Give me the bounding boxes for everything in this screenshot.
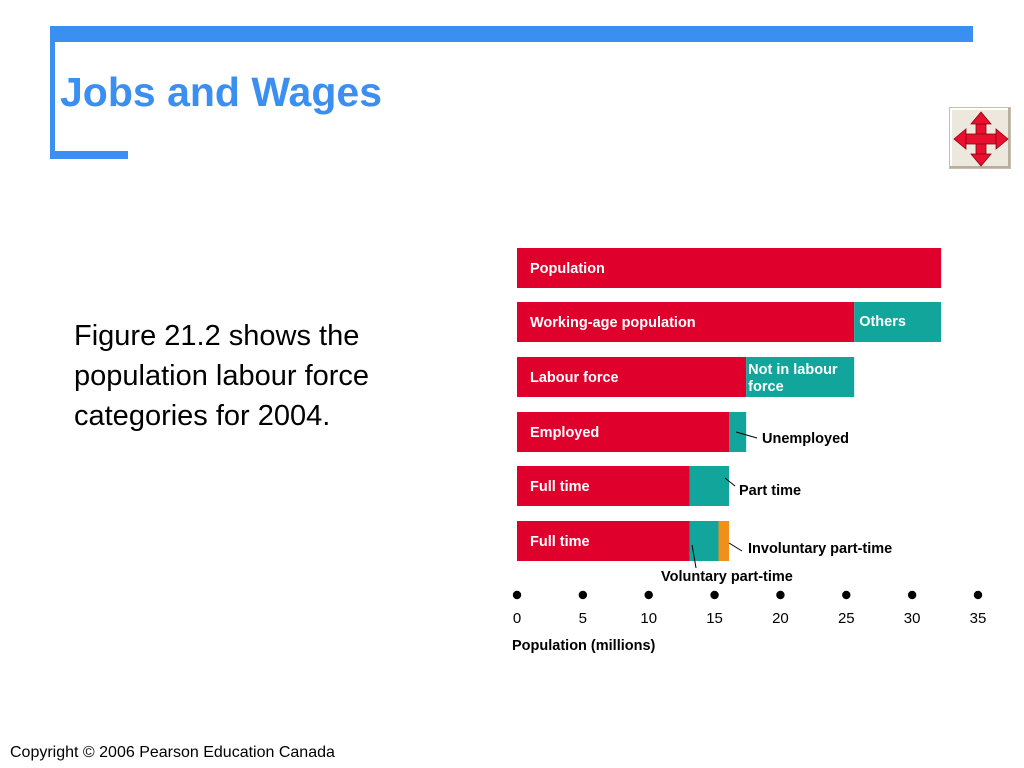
annotation-label: Involuntary part-time xyxy=(748,541,892,557)
bar-segment xyxy=(517,521,690,561)
axis-tick-label: 5 xyxy=(579,610,587,627)
bar-segment xyxy=(517,466,690,506)
axis-tick-dot xyxy=(710,590,719,600)
bar-segment xyxy=(746,357,855,397)
leader-line xyxy=(691,544,697,569)
axis-tick-label: 15 xyxy=(706,610,723,627)
four-way-arrows-icon xyxy=(953,111,1009,167)
bar-segment xyxy=(689,521,719,561)
bar-segment xyxy=(689,466,730,506)
axis-title: Population (millions) xyxy=(512,638,656,654)
annotation-label: Voluntary part-time xyxy=(661,569,793,585)
copyright-footer: Copyright © 2006 Pearson Education Canad… xyxy=(10,744,335,761)
bar-label: Labour force xyxy=(530,370,619,386)
leader-line xyxy=(724,477,736,487)
axis-tick-dot xyxy=(644,590,653,600)
axis-tick-label: 20 xyxy=(772,610,789,627)
bar-label: Not in labour xyxy=(748,362,838,378)
labour-force-chart: Population Working-age population Others La… xyxy=(512,248,987,654)
axis-tick-dot xyxy=(776,590,785,600)
axis-tick-label: 30 xyxy=(904,610,921,627)
header-left-rule xyxy=(50,26,55,159)
bar-segment xyxy=(517,302,855,342)
bar-label: Employed xyxy=(530,425,599,441)
axis-tick-dot xyxy=(907,590,917,600)
header-rule xyxy=(50,26,973,42)
axis-tick-dot xyxy=(973,590,983,600)
leader-line xyxy=(736,431,758,439)
slide-title: Jobs and Wages xyxy=(60,69,382,115)
bar-label: Others xyxy=(859,314,906,330)
leader-line xyxy=(728,542,743,552)
axis-tick-dot xyxy=(842,590,851,600)
axis-tick-dot xyxy=(512,590,522,600)
bar-segment xyxy=(718,521,730,561)
annotation-label: Part time xyxy=(739,483,801,499)
axis-tick-label: 25 xyxy=(838,610,855,627)
bar-label: Working-age population xyxy=(530,315,696,331)
slide-body-text: Figure 21.2 shows the population labour … xyxy=(74,320,370,432)
axis-tick-label: 10 xyxy=(640,610,657,627)
bar-segment xyxy=(517,248,942,288)
navigation-button[interactable] xyxy=(949,107,1011,169)
axis-tick-label: 0 xyxy=(513,610,521,627)
axis-tick-label: 35 xyxy=(970,610,987,627)
header-bottom-rule xyxy=(50,151,128,159)
bar-label: Population xyxy=(530,261,605,277)
axis-tick-dot xyxy=(578,590,588,600)
bar-label: force xyxy=(748,379,783,395)
bar-segment xyxy=(854,302,942,342)
bar-label: Full time xyxy=(530,479,590,495)
bar-label: Full time xyxy=(530,534,590,550)
bar-segment xyxy=(517,412,730,452)
bar-segment xyxy=(517,357,747,397)
annotation-label: Unemployed xyxy=(762,431,849,447)
